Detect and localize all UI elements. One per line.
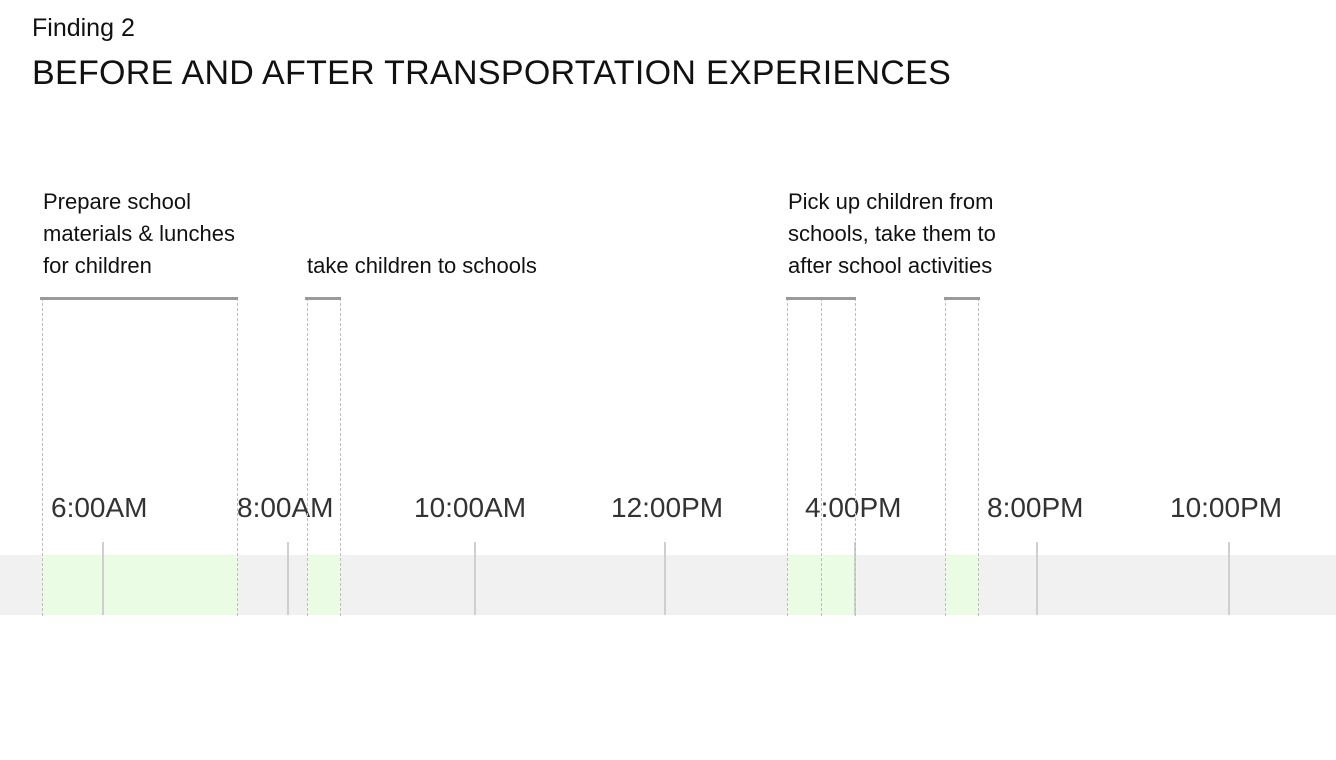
guide-line — [787, 298, 788, 616]
tick-10am — [474, 542, 476, 615]
annotation-line: materials & lunches — [43, 221, 235, 246]
guide-line — [307, 298, 308, 616]
tick-8pm — [1036, 542, 1038, 615]
time-label-4pm: 4:00PM — [805, 492, 902, 523]
tick-8am — [287, 542, 289, 615]
highlight-activities — [945, 555, 979, 615]
guide-line — [237, 298, 238, 616]
tick-6am — [102, 542, 104, 615]
annotation-line: schools, take them to — [788, 221, 996, 246]
guide-line — [340, 298, 341, 616]
tick-12pm — [664, 542, 666, 615]
annotation-line: Pick up children from — [788, 189, 994, 214]
time-label-8am: 8:00AM — [237, 492, 334, 523]
finding-kicker: Finding 2 — [32, 14, 135, 42]
time-label-10am: 10:00AM — [414, 492, 527, 523]
bracket-dropoff — [305, 297, 341, 300]
bracket-pickup — [786, 297, 856, 300]
annotation-line: Prepare school — [43, 189, 191, 214]
highlight-dropoff — [307, 555, 341, 615]
guide-line — [945, 298, 946, 616]
highlight-prepare — [42, 555, 238, 615]
bracket-activities — [944, 297, 980, 300]
annotation-line: for children — [43, 253, 152, 278]
annotation-pickup: Pick up children from schools, take them… — [788, 186, 996, 282]
guide-line — [978, 298, 979, 616]
page-title: BEFORE AND AFTER TRANSPORTATION EXPERIEN… — [32, 54, 952, 92]
guide-line — [821, 298, 822, 616]
time-label-12pm: 12:00PM — [611, 492, 724, 523]
annotation-prepare: Prepare school materials & lunches for c… — [43, 186, 235, 282]
annotation-line: take children to schools — [307, 253, 537, 278]
time-label-6am: 6:00AM — [51, 492, 148, 523]
annotation-line: after school activities — [788, 253, 993, 278]
guide-line — [42, 298, 43, 616]
guide-line — [855, 298, 856, 616]
tick-10pm — [1228, 542, 1230, 615]
time-label-10pm: 10:00PM — [1170, 492, 1283, 523]
time-label-8pm: 8:00PM — [987, 492, 1084, 523]
bracket-prepare — [40, 297, 238, 300]
highlight-pickup — [787, 555, 857, 615]
annotation-dropoff: take children to schools — [307, 250, 537, 282]
